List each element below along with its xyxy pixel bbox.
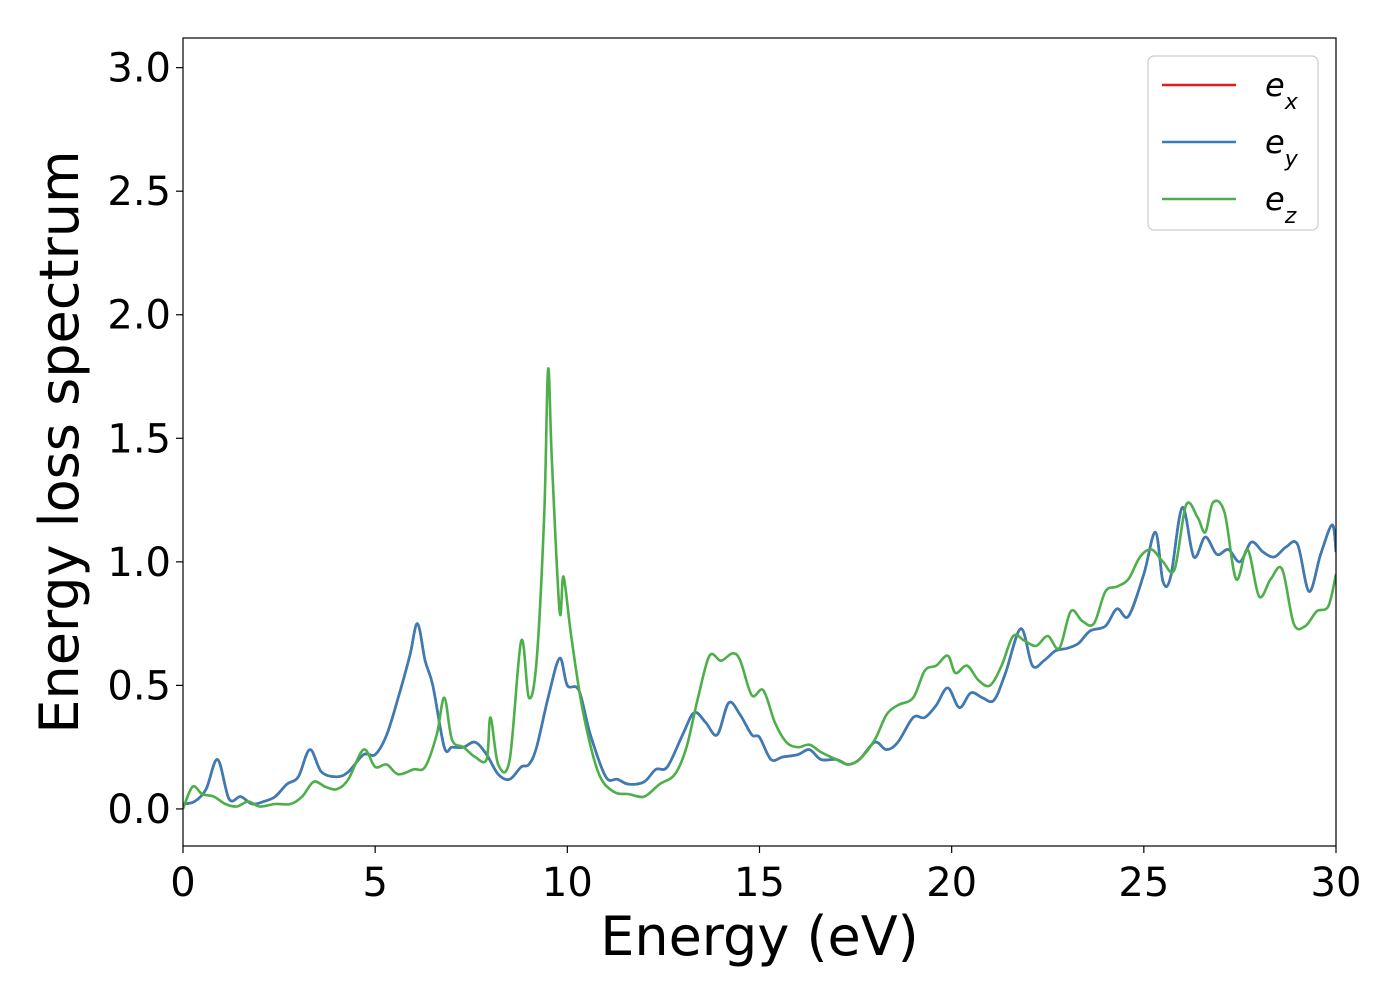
y-axis-title: Energy loss spectrum [28,150,91,733]
legend-subscript: z [1284,204,1297,229]
y-tick-label: 1.0 [107,540,171,586]
y-tick-label: 3.0 [107,46,171,92]
x-axis: 0 5 10 15 20 25 30 [170,846,1361,906]
y-tick-label: 1.5 [107,416,171,462]
series-line-ex [183,506,1336,806]
x-tick-label: 0 [170,860,195,906]
series-layer [183,367,1336,810]
y-tick-label: 2.0 [107,293,171,339]
y-tick-label: 0.5 [107,663,171,709]
x-tick-label: 20 [926,860,977,906]
x-tick-label: 5 [362,860,387,906]
x-tick-label: 10 [542,860,593,906]
x-tick-label: 30 [1311,860,1362,906]
y-tick-label: 0.0 [107,787,171,833]
x-axis-title: Energy (eV) [600,905,919,968]
x-tick-label: 25 [1118,860,1169,906]
x-tick-label: 15 [734,860,785,906]
y-tick-label: 2.5 [107,169,171,215]
legend-subscript: x [1284,90,1299,115]
legend-subscript: y [1284,147,1299,172]
series-line-ey [183,506,1336,806]
y-axis: 0.0 0.5 1.0 1.5 2.0 2.5 3.0 [107,46,183,833]
series-line-ez [183,367,1336,810]
